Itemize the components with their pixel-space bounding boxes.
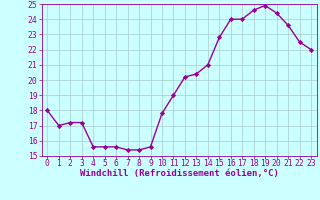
X-axis label: Windchill (Refroidissement éolien,°C): Windchill (Refroidissement éolien,°C) xyxy=(80,169,279,178)
